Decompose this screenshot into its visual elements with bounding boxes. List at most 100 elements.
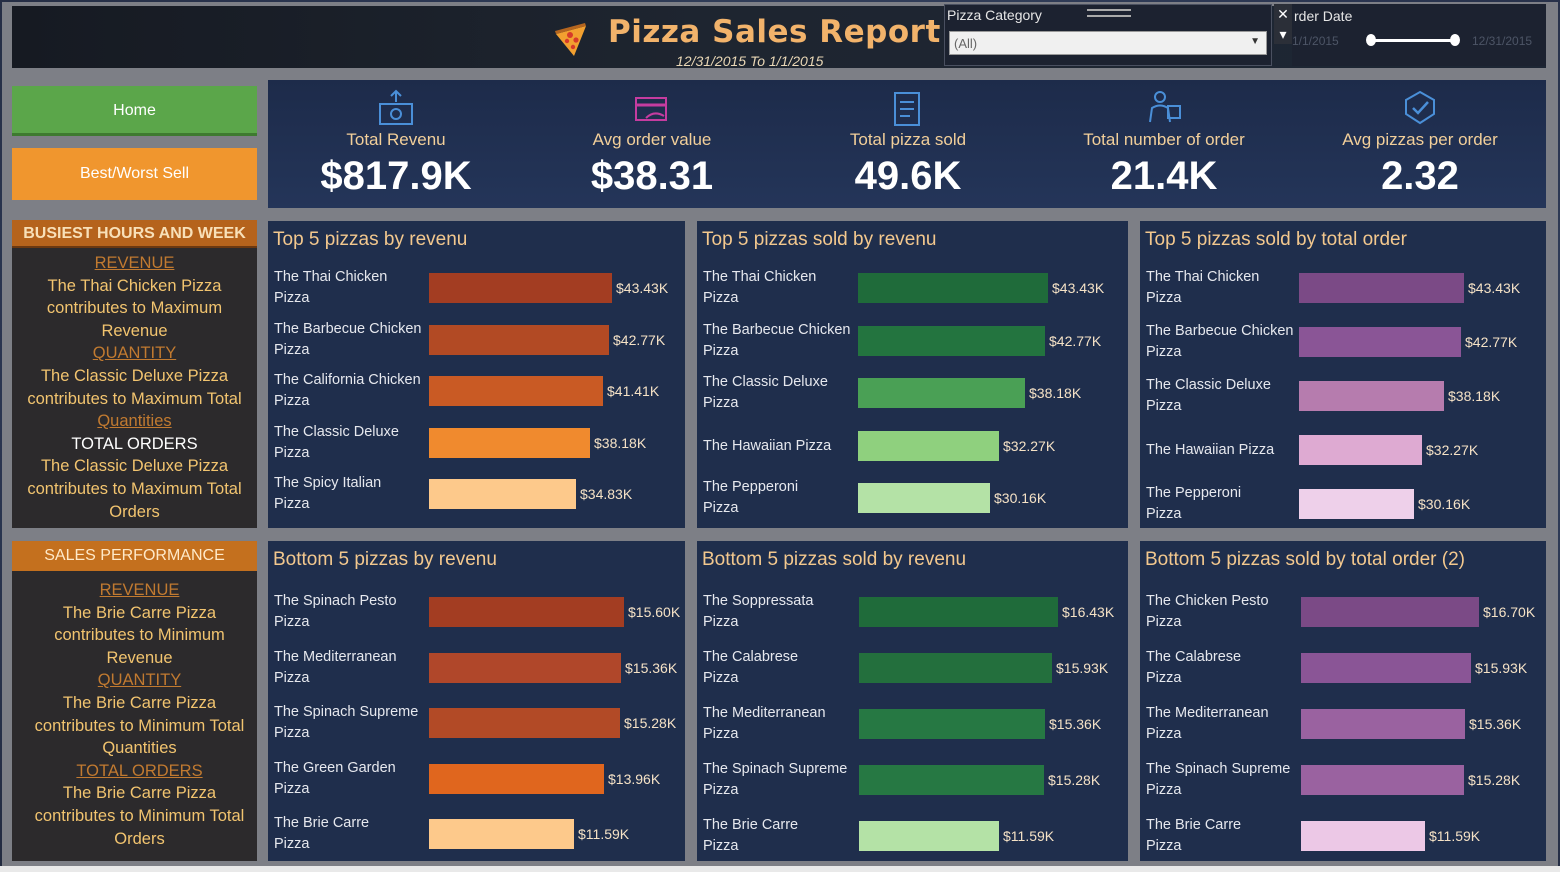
bar[interactable] [859, 765, 1044, 795]
chart-row: The Mediterranean Pizza $15.36K [1140, 699, 1546, 755]
category-select-value: (All) [954, 36, 978, 51]
bar[interactable] [1301, 597, 1479, 627]
bar[interactable] [1299, 435, 1422, 465]
chart-row: The Thai Chicken Pizza $43.43K [268, 263, 685, 315]
chart-row: The Brie Carre Pizza $11.59K [1140, 811, 1546, 867]
bar[interactable] [429, 819, 574, 849]
bar-category-label: The Soppressata Pizza [703, 593, 814, 630]
kpi-label: Avg order value [592, 130, 712, 149]
bar-category-label: The Hawaiian Pizza [1146, 442, 1275, 458]
summary-line: The Classic Deluxe Pizza contributes to … [27, 457, 242, 521]
bar[interactable] [1299, 489, 1414, 519]
bar[interactable] [1299, 381, 1444, 411]
bar-category-label: The Classic Deluxe Pizza [1146, 377, 1271, 414]
bar[interactable] [858, 483, 990, 513]
bar-category-label: The Thai Chicken Pizza [703, 269, 817, 306]
summary-line: QUANTITY [97, 671, 182, 690]
chart-row: The Spinach Supreme Pizza $15.28K [268, 698, 685, 754]
close-icon[interactable]: ✕ [1277, 6, 1289, 22]
top5-sold-orders-chart: Top 5 pizzas sold by total order The Thai… [1140, 221, 1546, 528]
bar[interactable] [429, 427, 590, 458]
bar[interactable] [429, 708, 620, 738]
bar-value-label: $13.96K [608, 770, 661, 787]
scrollbar-strip [0, 866, 1560, 872]
bar[interactable] [859, 653, 1052, 683]
summary-line: QUANTITY [92, 344, 177, 363]
date-slider-start-handle[interactable] [1366, 34, 1376, 46]
money-icon [379, 89, 413, 125]
summary-line: The Brie Carre Pizza contributes to Mini… [34, 784, 245, 848]
bar-category-label: The Calabrese Pizza [703, 649, 799, 686]
bar-category-label: The Brie Carre Pizza [274, 815, 370, 852]
chart-title: Top 5 pizzas sold by total order [1145, 229, 1407, 250]
date-slider-end-handle[interactable] [1450, 34, 1460, 46]
bar-value-label: $16.43K [1062, 604, 1115, 620]
kpi-label: Total Revenu [346, 130, 446, 149]
bar-category-label: The Green Garden Pizza [274, 759, 396, 797]
kpi-total-revenue: Total Revenu $817.9K [268, 80, 524, 208]
bar-value-label: $32.27K [1426, 442, 1479, 458]
bar-value-label: $30.16K [994, 490, 1047, 506]
bar-category-label: The Pepperoni Pizza [703, 479, 799, 516]
bar-value-label: $15.93K [1475, 660, 1528, 676]
summary-line: The Brie Carre Pizza contributes to Mini… [54, 603, 225, 667]
menu-icon[interactable]: ▾ [1279, 26, 1287, 42]
bar-category-label: The Classic Deluxe Pizza [703, 374, 828, 411]
kpi-label: Total pizza sold [849, 130, 967, 149]
bar[interactable] [429, 479, 576, 509]
badge-icon [1405, 90, 1435, 125]
bar-category-label: The Barbecue Chicken Pizza [703, 321, 851, 359]
bottom5-revenue-chart: Bottom 5 pizzas by revenu The Spinach Pes… [268, 541, 685, 861]
bar-value-label: $43.43K [1468, 280, 1521, 296]
kpi-avg-pizzas-per-order: Avg pizzas per order 2.32 [1292, 80, 1548, 208]
home-button[interactable]: Home [12, 86, 257, 136]
chart-title: Bottom 5 pizzas by revenu [273, 549, 497, 570]
category-filter: Pizza Category (All) ▼ [944, 4, 1272, 66]
bar[interactable] [429, 273, 612, 303]
category-filter-label: Pizza Category [947, 7, 1042, 23]
bar[interactable] [429, 763, 604, 794]
summary-line: TOTAL ORDERS [71, 434, 198, 453]
chart-row: The Hawaiian Pizza $32.27K [697, 421, 1128, 474]
bar-value-label: $11.59K [1429, 828, 1481, 844]
bar[interactable] [858, 325, 1045, 356]
bar[interactable] [858, 430, 999, 461]
bar-value-label: $15.60K [628, 604, 681, 620]
bar[interactable] [429, 376, 603, 406]
category-select[interactable]: (All) ▼ [949, 31, 1267, 55]
chart-row: The California Chicken Pizza $41.41K [268, 366, 685, 418]
chart-row: The Spinach Supreme Pizza $15.28K [1140, 755, 1546, 811]
bar[interactable] [1301, 653, 1471, 683]
chart-row: The Hawaiian Pizza $32.27K [1140, 425, 1546, 479]
bar-value-label: $38.18K [594, 434, 647, 451]
bar[interactable] [1299, 273, 1464, 303]
bar[interactable] [429, 597, 624, 627]
best-worst-sell-button[interactable]: Best/Worst Sell [12, 148, 257, 200]
drag-handle-icon[interactable] [1087, 9, 1131, 17]
bar-category-label: The Brie Carre Pizza [1146, 817, 1242, 854]
page-subtitle: 12/31/2015 To 1/1/2015 [676, 53, 824, 69]
bar[interactable] [1301, 821, 1425, 851]
bar[interactable] [429, 652, 621, 683]
bar-category-label: The Pepperoni Pizza [1146, 485, 1242, 522]
bar-category-label: The Hawaiian Pizza [703, 437, 832, 454]
bar-value-label: $15.36K [1049, 716, 1102, 732]
pizza-logo-icon [555, 23, 586, 56]
bottom5-sold-orders-chart: Bottom 5 pizzas sold by total order (2) T… [1140, 541, 1546, 861]
bar[interactable] [858, 273, 1048, 303]
chart-row: The Spicy Italian Pizza $34.83K [268, 469, 685, 521]
bar[interactable] [858, 378, 1025, 408]
bar[interactable] [429, 324, 609, 355]
bar[interactable] [859, 597, 1058, 627]
bar[interactable] [1299, 327, 1461, 357]
chart-row: The Thai Chicken Pizza $43.43K [697, 263, 1128, 316]
bar-value-label: $42.77K [1465, 334, 1518, 350]
bar[interactable] [1301, 765, 1464, 795]
bar-value-label: $16.70K [1483, 604, 1536, 620]
bar[interactable] [859, 821, 999, 851]
bar[interactable] [859, 709, 1045, 739]
bar[interactable] [1301, 709, 1465, 739]
bar-category-label: The Mediterranean Pizza [1146, 705, 1269, 742]
date-slider-track[interactable] [1368, 39, 1454, 42]
summary-line: REVENUE [94, 254, 175, 272]
